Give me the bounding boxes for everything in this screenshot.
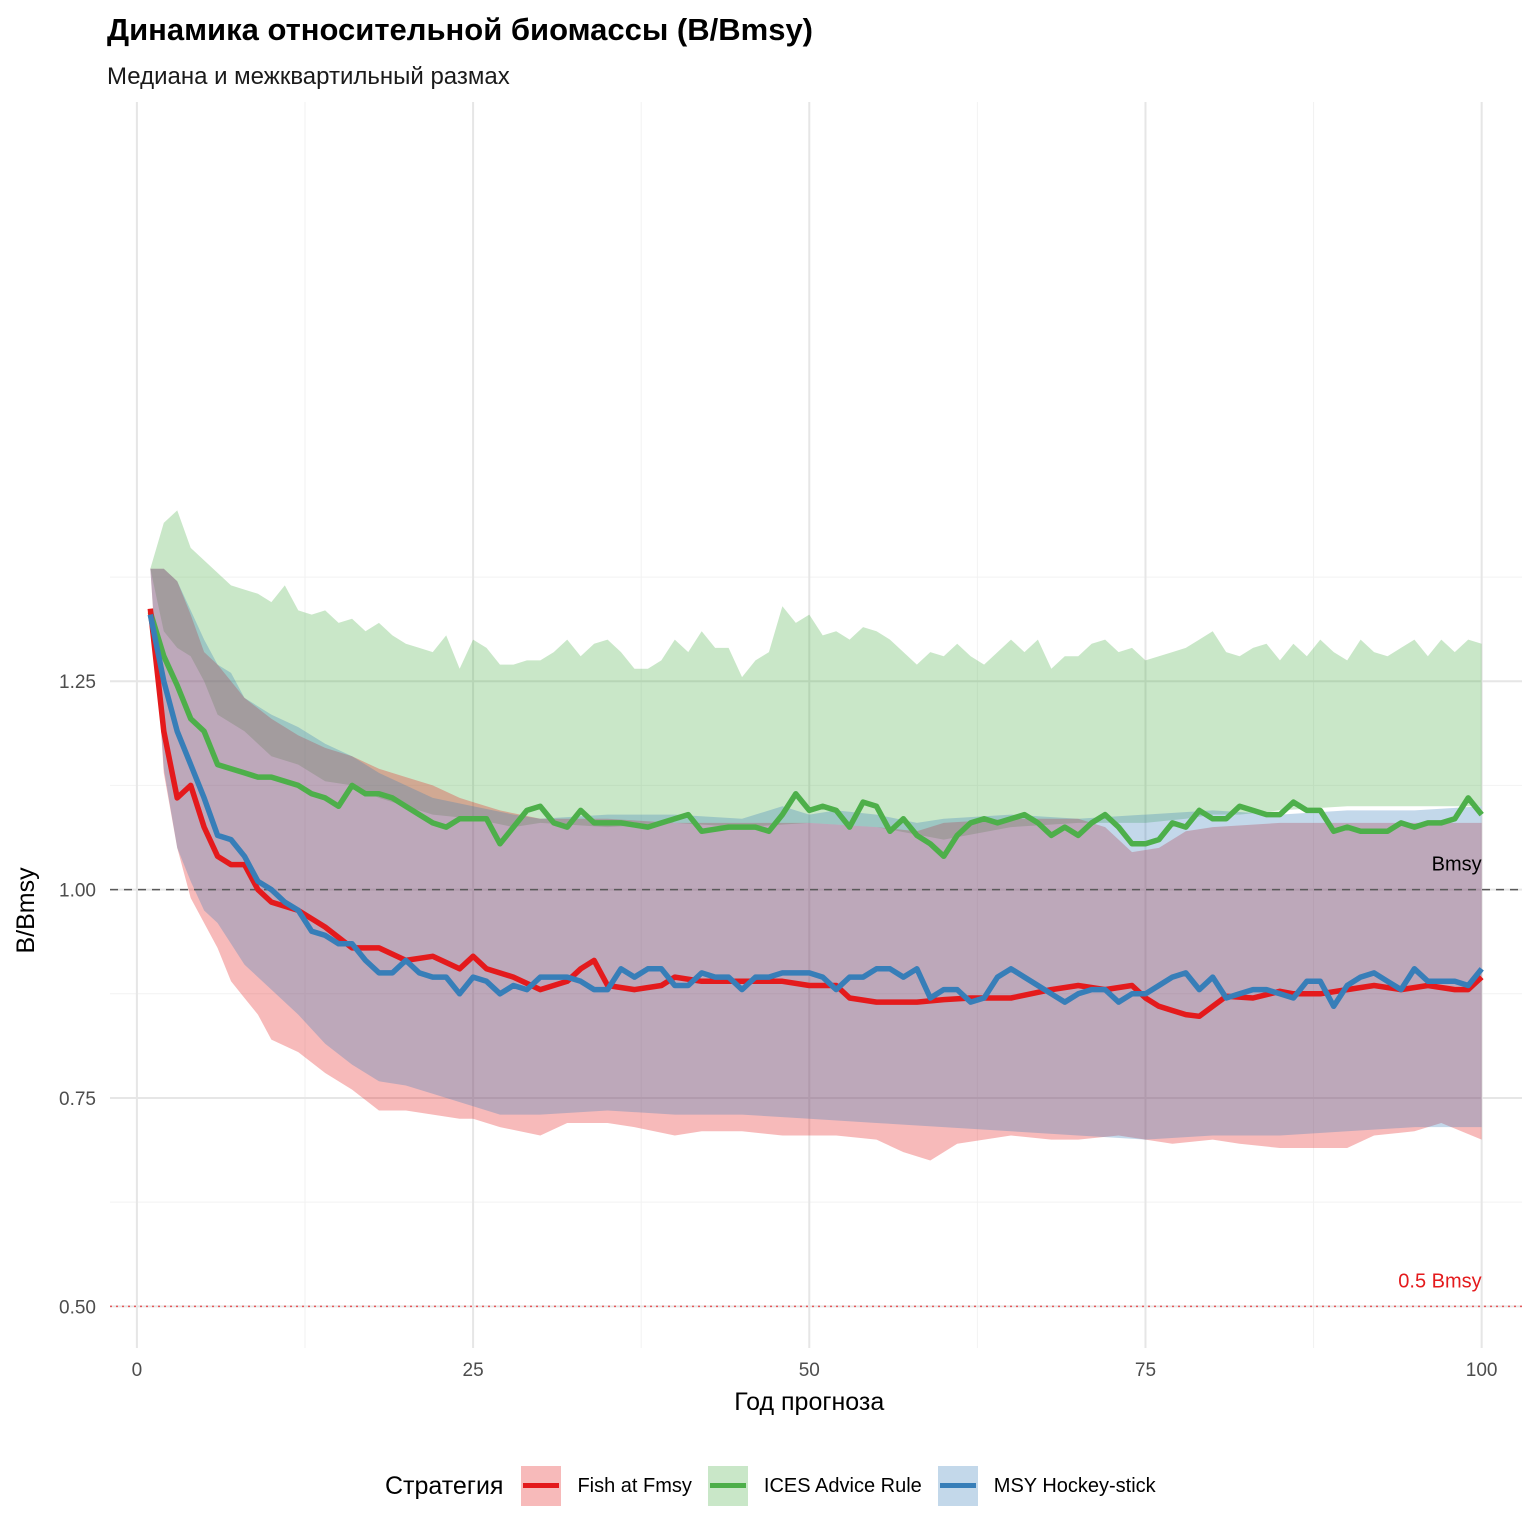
- x-tick-label: 50: [799, 1360, 820, 1381]
- legend-key-fish-at-fmsy: [521, 1466, 562, 1506]
- x-tick-label: 75: [1135, 1360, 1156, 1381]
- legend-title: Стратегия: [385, 1471, 504, 1500]
- legend: Стратегия Fish at Fmsy ICES Advice Rule …: [385, 1466, 1172, 1506]
- reference-label-0-5-bmsy: 0.5 Bmsy: [1398, 1270, 1481, 1292]
- legend-label: MSY Hockey-stick: [993, 1474, 1156, 1497]
- x-tick-label: 0: [132, 1360, 143, 1381]
- median-lines: [147, 608, 1484, 1020]
- x-axis-title: Год прогноза: [734, 1388, 884, 1416]
- y-tick-label: 1.25: [59, 672, 96, 693]
- y-tick-label: 1.00: [59, 881, 96, 902]
- y-tick-label: 0.75: [59, 1089, 96, 1110]
- legend-label: Fish at Fmsy: [577, 1474, 692, 1497]
- iqr-ribbons: [150, 510, 1482, 1161]
- y-tick-label: 0.50: [59, 1297, 96, 1318]
- y-axis-title: B/Bmsy: [12, 867, 40, 954]
- median-line-msy-hockey-stick: [147, 614, 1484, 1010]
- chart-title: Динамика относительной биомассы (B/Bmsy): [107, 12, 814, 47]
- legend-key-ices-advice-rule: [707, 1466, 748, 1506]
- reference-label-bmsy: Bmsy: [1432, 854, 1482, 876]
- x-tick-label: 25: [463, 1360, 484, 1381]
- iqr-ribbon-fish-at-fmsy: [150, 568, 1482, 1161]
- tick-labels: 0 25 50 75 100 0.50 0.75 1.00 1.25: [59, 672, 1497, 1381]
- legend-item-fish-at-fmsy: Fish at Fmsy: [521, 1466, 692, 1506]
- legend-item-msy-hockey-stick: MSY Hockey-stick: [937, 1466, 1156, 1506]
- legend-label: ICES Advice Rule: [763, 1474, 922, 1497]
- median-line-ices-advice-rule: [147, 611, 1484, 860]
- x-tick-label: 100: [1466, 1360, 1498, 1381]
- chart-subtitle: Медиана и межквартильный размах: [107, 63, 510, 90]
- iqr-ribbon-ices-advice-rule: [150, 510, 1482, 840]
- reference-lines: Bmsy 0.5 Bmsy: [110, 854, 1522, 1308]
- legend-key-msy-hockey-stick: [937, 1466, 978, 1506]
- legend-item-ices-advice-rule: ICES Advice Rule: [707, 1466, 922, 1506]
